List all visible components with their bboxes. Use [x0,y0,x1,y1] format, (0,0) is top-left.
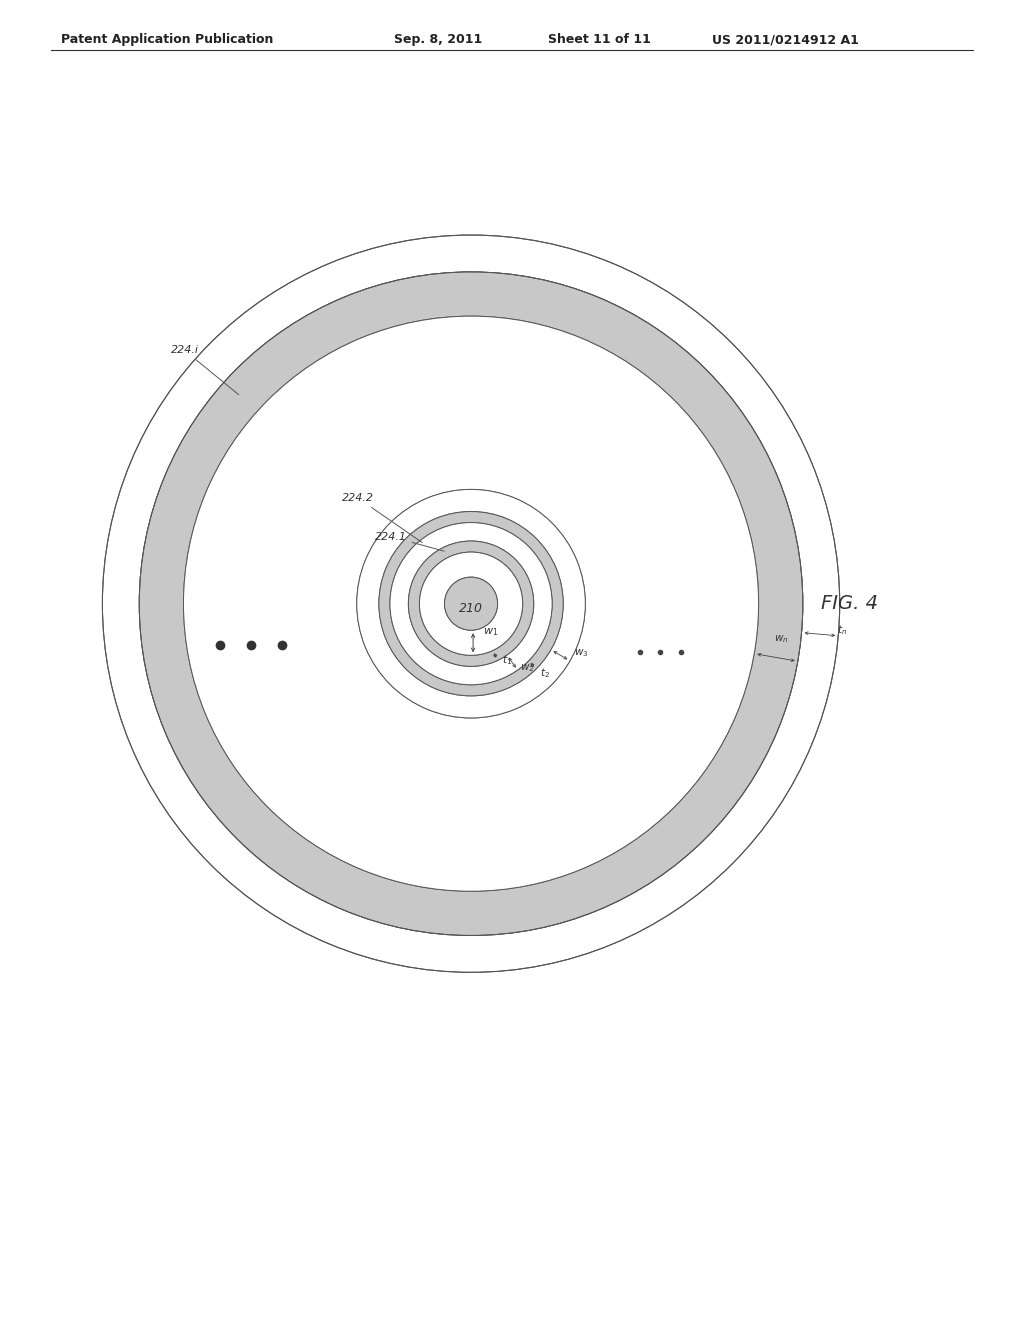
Text: US 2011/0214912 A1: US 2011/0214912 A1 [712,33,858,46]
Text: $w_2$: $w_2$ [520,661,535,673]
Circle shape [444,577,498,630]
Wedge shape [409,541,534,667]
Text: FIG. 4: FIG. 4 [821,594,879,614]
Text: 210: 210 [459,602,483,615]
Wedge shape [379,512,563,696]
Text: $w_n$: $w_n$ [774,634,788,645]
Wedge shape [183,317,759,891]
Wedge shape [102,235,840,973]
Wedge shape [390,523,552,685]
Text: $t_n$: $t_n$ [838,623,848,638]
Wedge shape [420,552,522,655]
Text: 224.1: 224.1 [375,532,444,552]
Text: 224.i: 224.i [171,346,239,395]
Text: $w_1$: $w_1$ [483,627,499,639]
Text: 224.2: 224.2 [342,494,422,543]
Text: $t_1$: $t_1$ [503,653,512,668]
Wedge shape [356,490,586,718]
Text: $w_3$: $w_3$ [573,647,588,659]
Wedge shape [139,272,803,936]
Text: Sheet 11 of 11: Sheet 11 of 11 [548,33,650,46]
Text: Patent Application Publication: Patent Application Publication [61,33,273,46]
Text: Sep. 8, 2011: Sep. 8, 2011 [394,33,482,46]
Text: $t_2$: $t_2$ [540,667,550,680]
